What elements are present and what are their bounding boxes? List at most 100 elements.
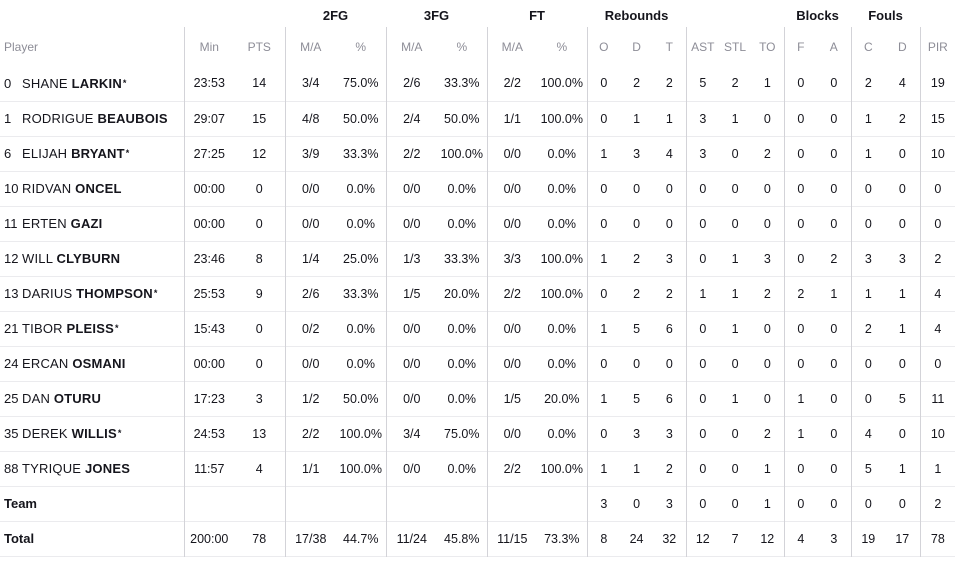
cell-foul_d: 5 <box>898 391 906 406</box>
player-cell: 25 DAN OTURU <box>0 381 184 416</box>
cell-to: 1 <box>763 496 771 511</box>
col-header-foul_c: C <box>850 27 886 66</box>
cell-reb_o: 3 <box>586 486 621 521</box>
group-header-spacer <box>920 0 955 27</box>
cell-blk_a: 0 <box>830 181 838 196</box>
cell-ft_pct: 100.0% <box>540 461 583 476</box>
cell-stl: 0 <box>731 426 739 441</box>
cell-ast: 5 <box>685 66 720 101</box>
cell-to: 1 <box>763 461 771 476</box>
cell-ft_ma: 11/15 <box>486 521 538 556</box>
cell-ft_pct: 73.3% <box>544 531 580 546</box>
cell-blk_f: 0 <box>783 451 818 486</box>
table-row: 13 DARIUS THOMPSON* 25:53 9 2/6 33.3% 1/5 20.0%… <box>0 276 955 311</box>
cell-foul_d: 1 <box>898 286 906 301</box>
cell-pts: 0 <box>255 356 263 371</box>
cell-reb_o: 0 <box>586 276 621 311</box>
col-header-pir: PIR <box>919 27 955 66</box>
cell-fg2_ma: 0/2 <box>284 311 336 346</box>
table-row: 88 TYRIQUE JONES 11:57 4 1/1 100.0% 0/0 0.0% 2/2… <box>0 451 955 486</box>
starter-mark: * <box>153 288 158 298</box>
player-cell: 10 RIDVAN ONCEL <box>0 171 184 206</box>
cell-ft_pct: 0.0% <box>547 426 577 441</box>
jersey-number: 11 <box>4 216 18 231</box>
cell-reb_t: 2 <box>665 76 673 91</box>
cell-blk_a: 2 <box>830 251 838 266</box>
cell-reb_o: 0 <box>586 416 621 451</box>
col-header-min: Min <box>183 27 234 66</box>
player-last-name: THOMPSON <box>76 286 153 301</box>
cell-pts: 12 <box>252 146 267 161</box>
jersey-number: 1 <box>4 111 12 126</box>
cell-pir: 19 <box>919 66 955 101</box>
cell-reb_t: 4 <box>665 146 673 161</box>
cell-foul_d: 0 <box>898 216 906 231</box>
cell-pts: 14 <box>252 76 267 91</box>
cell-pts <box>234 486 285 521</box>
cell-ast: 0 <box>685 241 720 276</box>
cell-reb_t: 1 <box>665 111 673 126</box>
player-first-name: RIDVAN <box>22 181 76 196</box>
cell-blk_f: 0 <box>783 206 818 241</box>
cell-reb_d: 0 <box>633 356 641 371</box>
cell-foul_c: 4 <box>850 416 886 451</box>
jersey-number: 25 <box>4 391 19 406</box>
cell-min: 25:53 <box>183 276 234 311</box>
cell-fg3_ma: 3/4 <box>385 416 438 451</box>
cell-min: 24:53 <box>183 416 234 451</box>
cell-reb_o: 0 <box>586 101 621 136</box>
starter-mark: * <box>122 77 127 88</box>
cell-foul_d: 2 <box>898 111 906 126</box>
cell-reb_o: 1 <box>586 381 621 416</box>
cell-blk_a: 0 <box>830 496 838 511</box>
cell-fg3_ma: 0/0 <box>385 381 438 416</box>
cell-ast: 0 <box>685 346 720 381</box>
starter-mark: * <box>117 428 122 438</box>
cell-ft_pct: 100.0% <box>540 251 583 266</box>
cell-reb_t: 0 <box>665 216 673 231</box>
cell-ast: 1 <box>685 276 720 311</box>
table-row: 25 DAN OTURU 17:23 3 1/2 50.0% 0/0 0.0% 1/5 20.0%… <box>0 381 955 416</box>
cell-fg2_ma: 1/4 <box>284 241 336 276</box>
cell-ast: 0 <box>685 311 720 346</box>
cell-pir: 0 <box>919 206 955 241</box>
cell-pts: 15 <box>252 111 267 126</box>
player-cell: 88 TYRIQUE JONES <box>0 451 184 486</box>
player-cell: 12 WILL CLYBURN <box>0 241 184 276</box>
jersey-number: 6 <box>4 146 12 161</box>
cell-fg2_ma: 4/8 <box>284 101 336 136</box>
player-cell: 24 ERCAN OSMANI <box>0 346 184 381</box>
cell-fg3_pct: 20.0% <box>444 286 480 301</box>
cell-reb_d: 2 <box>633 286 641 301</box>
cell-fg3_ma: 0/0 <box>385 346 438 381</box>
column-header-row: Player Min PTS M/A% M/A% M/A% O D T AST STL TO F A C D P… <box>0 27 955 66</box>
cell-foul_c: 0 <box>850 206 886 241</box>
cell-ft_ma: 0/0 <box>486 416 538 451</box>
cell-ft_pct <box>537 486 587 521</box>
cell-blk_a: 0 <box>830 426 838 441</box>
cell-reb_t: 3 <box>665 426 673 441</box>
cell-reb_d: 1 <box>633 111 641 126</box>
group-header-fouls: Fouls <box>868 7 903 23</box>
cell-fg3_pct: 0.0% <box>447 391 477 406</box>
cell-ft_ma: 0/0 <box>486 346 538 381</box>
col-header-reb_o: O <box>586 27 621 66</box>
cell-reb_t: 6 <box>665 391 673 406</box>
player-cell: 0 SHANE LARKIN* <box>0 66 184 101</box>
cell-fg2_ma: 2/6 <box>284 276 336 311</box>
cell-reb_t: 2 <box>665 461 673 476</box>
cell-foul_c: 2 <box>850 66 886 101</box>
cell-reb_t: 2 <box>665 286 673 301</box>
cell-ast: 12 <box>685 521 720 556</box>
cell-reb_t: 32 <box>662 531 677 546</box>
cell-blk_f: 2 <box>783 276 818 311</box>
cell-blk_a: 3 <box>830 531 838 546</box>
cell-fg2_pct: 0.0% <box>346 216 376 231</box>
cell-stl: 1 <box>731 251 739 266</box>
cell-pts: 78 <box>252 531 267 546</box>
cell-ast: 0 <box>685 381 720 416</box>
cell-foul_d: 0 <box>898 356 906 371</box>
cell-blk_f: 0 <box>783 346 818 381</box>
cell-stl: 0 <box>731 356 739 371</box>
cell-fg2_pct: 33.3% <box>343 146 379 161</box>
